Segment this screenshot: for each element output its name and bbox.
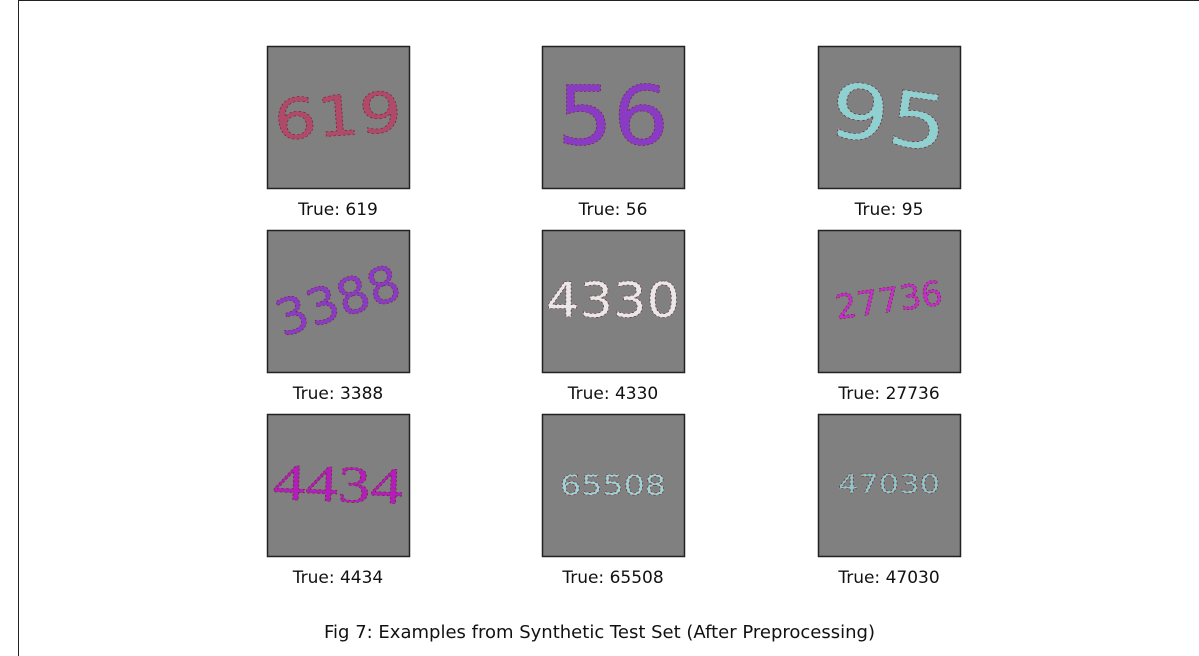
image-digits: 56 bbox=[557, 70, 669, 165]
panel-label: True: 47030 bbox=[789, 568, 989, 588]
image-digits: 4434 bbox=[272, 454, 404, 516]
panel-label: True: 4330 bbox=[513, 384, 713, 404]
panel-label: True: 3388 bbox=[238, 384, 438, 404]
panel-label: True: 56 bbox=[513, 200, 713, 220]
caption: Fig 7: Examples from Synthetic Test Set … bbox=[0, 622, 1199, 643]
image-digits: 95 bbox=[824, 65, 953, 170]
panel-label: True: 27736 bbox=[789, 384, 989, 404]
image-grid: 6195695338843302773644346550847030 bbox=[0, 0, 1199, 656]
panel-label: True: 619 bbox=[238, 200, 438, 220]
panel-label: True: 65508 bbox=[513, 568, 713, 588]
image-digits: 47030 bbox=[838, 470, 940, 500]
panel-label: True: 95 bbox=[789, 200, 989, 220]
image-digits: 4330 bbox=[546, 273, 680, 329]
image-digits: 619 bbox=[272, 80, 404, 154]
image-digits: 65508 bbox=[560, 469, 666, 502]
page: 6195695338843302773644346550847030 True:… bbox=[0, 0, 1199, 656]
panel-label: True: 4434 bbox=[238, 568, 438, 588]
